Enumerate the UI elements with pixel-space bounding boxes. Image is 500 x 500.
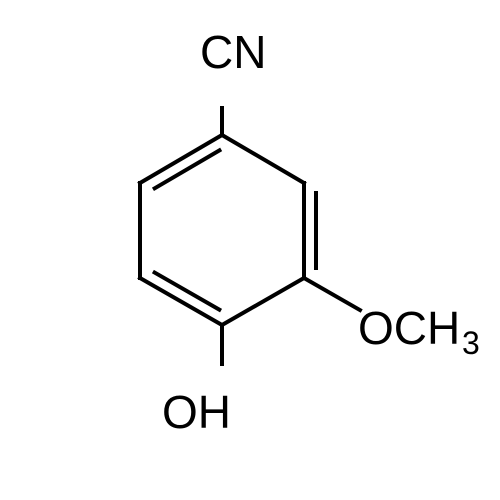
atom-label: OH xyxy=(162,386,231,438)
atom-label: OCH xyxy=(358,302,460,354)
molecule-diagram: CN OCH3 OH xyxy=(0,0,500,500)
atom-label: CN xyxy=(200,26,266,78)
atom-label: 3 xyxy=(462,325,480,361)
